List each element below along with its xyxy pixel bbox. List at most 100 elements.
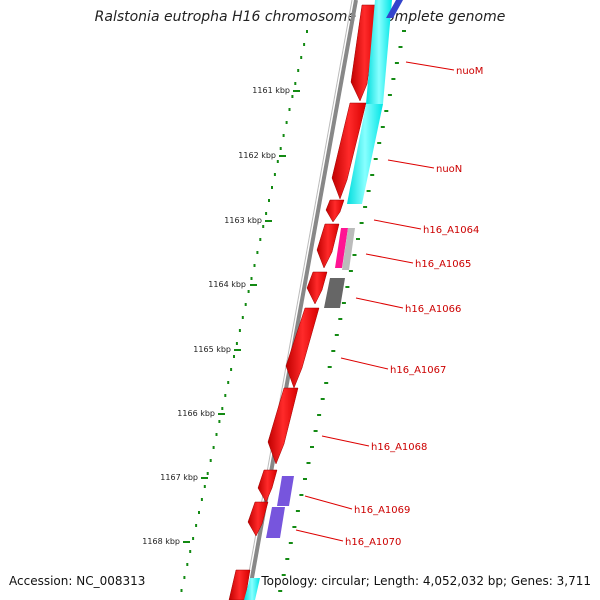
scale-dot [271,186,273,189]
scale-dot [300,56,303,59]
inner-dot [299,494,304,496]
scale-dot [247,290,250,293]
scale-dot [183,576,186,579]
cds-bar-nuoM[interactable] [366,0,392,104]
gene-label-h16_A1064[interactable]: h16_A1064 [423,225,479,236]
scale-dot [195,524,198,527]
inner-dot [285,558,290,560]
scale-label-1163: 1163 kbp [224,216,262,225]
scale-dot [233,355,235,358]
scale-ticks [180,30,308,592]
scale-dot [230,368,233,371]
gene-arrow-nuoN[interactable] [331,102,367,200]
inner-dot [380,126,385,128]
inner-dot [356,238,360,240]
scale-dot [235,342,238,345]
scale-dot [221,407,224,410]
scale-dot [212,446,215,449]
inner-dot [345,286,350,288]
scale-dot [215,433,218,436]
gene-arrow-h16_A1070[interactable] [247,501,269,537]
cds-bar-nuoN[interactable] [347,104,383,204]
scale-dot [268,199,270,202]
inner-dot [359,222,364,224]
cds-bar-h16_A1065[interactable] [342,228,355,270]
gene-arrow-h16_A1064[interactable] [325,199,345,223]
gene-label-nuoN[interactable]: nuoN [436,164,462,175]
scale-dot [200,498,203,501]
scale-dot [306,30,308,33]
inner-dot [398,46,403,48]
scale-dot [285,121,288,124]
leader-h16_A1064 [373,219,422,230]
gene-label-h16_A1067[interactable]: h16_A1067 [390,365,446,376]
scale-dot [227,381,230,384]
scale-dot [256,251,259,254]
inner-dot [292,526,297,528]
gene-label-nuoM[interactable]: nuoM [456,66,483,77]
gene-arrow-h16_A1069[interactable] [257,469,278,503]
gene-label-h16_A1066[interactable]: h16_A1066 [405,304,461,315]
leader-h16_A1068 [321,435,370,447]
scale-dot [288,108,291,111]
leader-h16_A1067 [340,357,389,370]
inner-dot [306,462,311,464]
gene-arrow-h16_A1068[interactable] [267,387,299,465]
scale-dot [259,238,262,241]
scale-major-tick [218,413,225,415]
genome-summary: Topology: circular; Length: 4,052,032 bp… [261,574,591,588]
scale-major-tick [250,284,257,286]
inner-dot [348,270,353,272]
scale-dot [238,329,241,332]
gene-label-h16_A1069[interactable]: h16_A1069 [354,505,410,516]
scale-dot [294,82,297,85]
scale-major-tick [279,155,286,157]
scale-dot [180,589,183,592]
gene-label-h16_A1068[interactable]: h16_A1068 [371,442,427,453]
leader-h16_A1065 [365,253,414,264]
scale-dot [297,69,300,72]
inner-dot [370,174,375,176]
inner-dot [334,334,339,336]
inner-dot [317,414,322,416]
scale-dot [303,43,306,46]
cds-bar-h16_A1064[interactable] [335,228,348,268]
cds-bar-bottom[interactable] [244,578,260,600]
cds-bar-top-blue[interactable] [386,0,403,18]
cds-bars [244,0,403,600]
inner-dot [295,510,300,512]
scale-major-tick [183,541,190,543]
gene-label-h16_A1070[interactable]: h16_A1070 [345,537,401,548]
gene-arrow-h16_A1067[interactable] [285,307,320,389]
cds-bar-h16_A1070[interactable] [266,507,285,538]
cds-bar-h16_A1069[interactable] [277,476,294,506]
inner-dot [281,574,286,576]
inner-dot [391,78,396,80]
scale-major-tick [293,90,300,92]
gene-arrow-h16_A1066[interactable] [306,271,328,305]
leader-nuoN [387,159,435,169]
scale-dot [203,485,206,488]
inner-dot [394,62,399,64]
genome-backbone-highlight [243,0,353,600]
inner-dot [324,382,329,384]
gene-labels: nuoM nuoN h16_A1064 h16_A1065 h16_A1066 … [345,66,483,548]
scale-major-tick [234,349,241,351]
label-leaders [295,61,455,542]
gene-arrow-bottom[interactable] [228,569,251,600]
scale-dot [265,212,268,215]
inner-dot [363,206,368,208]
scale-dot [282,134,285,137]
inner-dot [320,398,325,400]
gene-arrow-h16_A1065[interactable] [316,223,340,269]
cds-bar-h16_A1066[interactable] [324,278,345,308]
leader-h16_A1066 [355,297,404,309]
forward-genes [228,4,379,600]
leader-h16_A1070 [295,529,344,542]
inner-dot [313,430,318,432]
inner-dot [338,318,343,320]
scale-dot [244,303,247,306]
scale-dot [209,459,212,462]
gene-label-h16_A1065[interactable]: h16_A1065 [415,259,471,270]
scale-dot [192,537,195,540]
